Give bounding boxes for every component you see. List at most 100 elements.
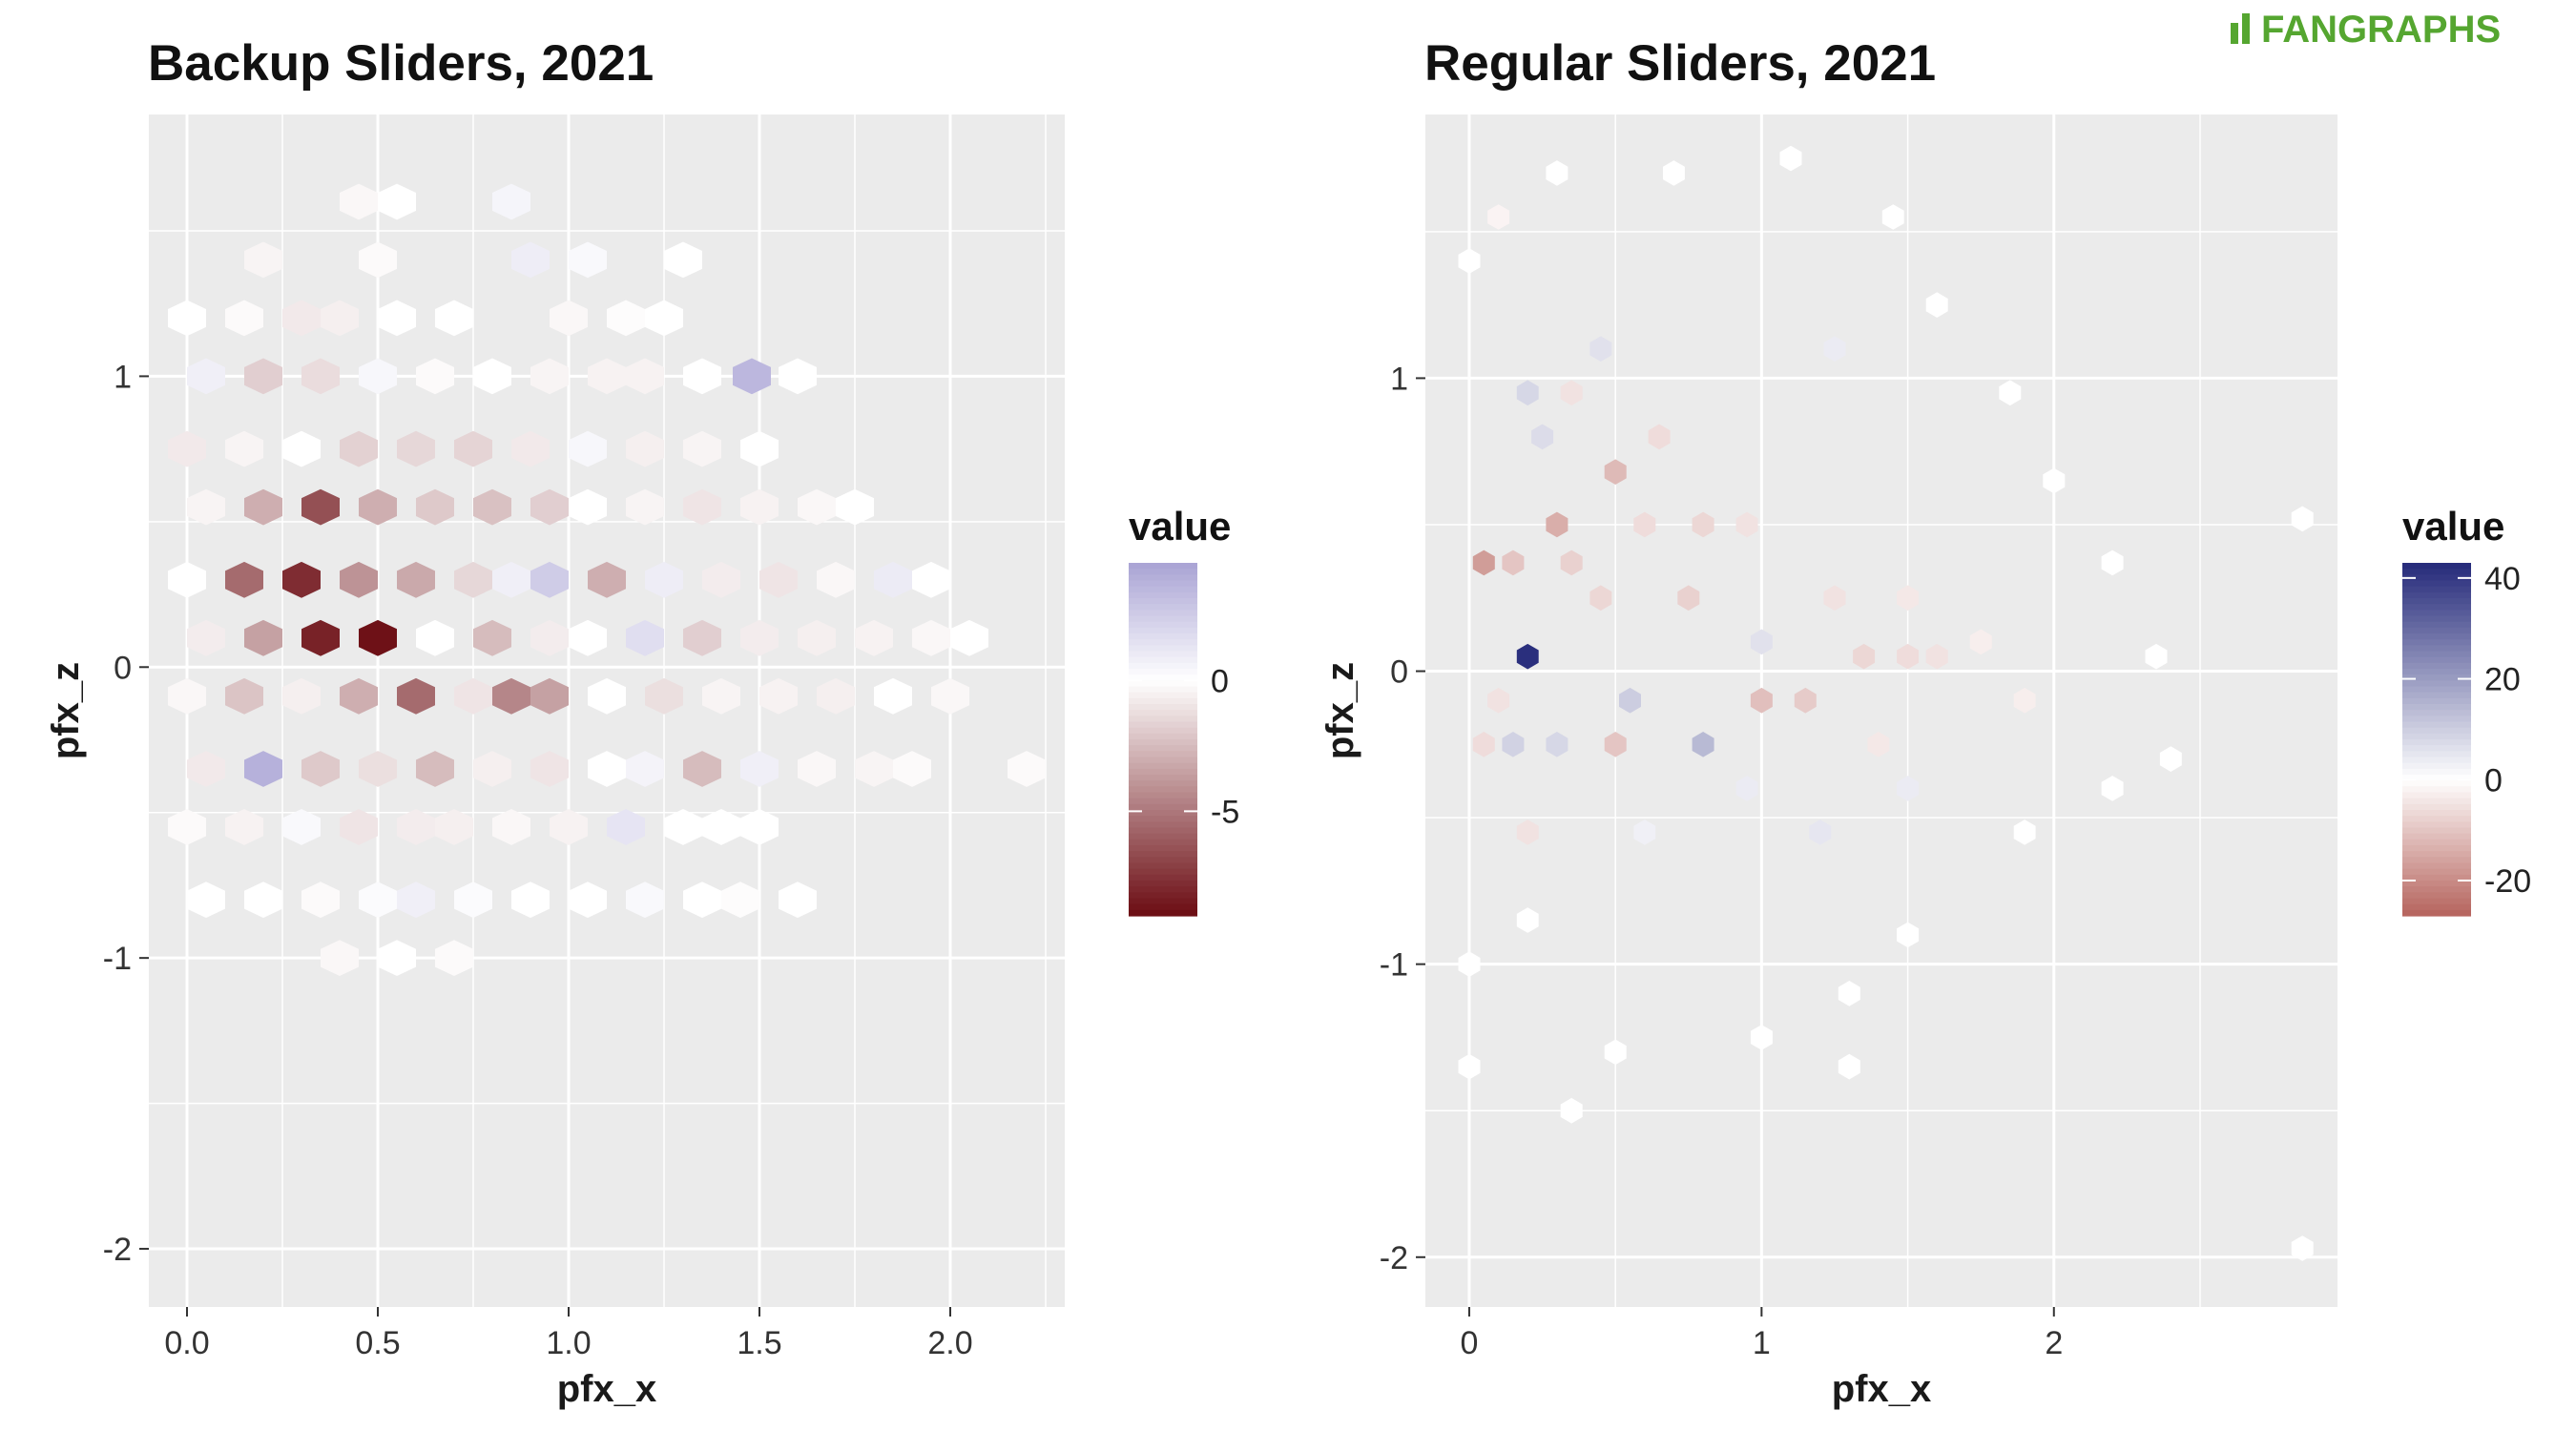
legend-gradient-segment <box>1129 874 1197 881</box>
legend-gradient-segment <box>2402 604 2471 611</box>
legend-gradient-segment <box>2402 627 2471 634</box>
legend-gradient-segment <box>1129 733 1197 740</box>
chart-panel-regular: Regular Sliders, 2021 0 1 2 -2 -1 0 1 pfx_x pf… <box>1319 35 2531 1410</box>
legend-gradient-segment <box>2402 680 2471 688</box>
legend-gradient-segment <box>2402 845 2471 852</box>
hex-cell <box>187 358 225 395</box>
hex-cell <box>893 751 931 787</box>
legend-gradient-segment <box>2402 803 2471 811</box>
hex-cell <box>378 183 416 220</box>
hex-cell <box>244 488 282 526</box>
hex-cell <box>1925 643 1948 670</box>
hex-cell <box>301 751 340 787</box>
legend-gradient-segment <box>1129 604 1197 611</box>
legend-gradient-segment <box>2402 810 2471 817</box>
hex-cell <box>244 241 282 279</box>
legend-gradient-segment <box>1129 633 1197 640</box>
hex-cell <box>511 430 550 467</box>
legend-gradient-segment <box>1129 816 1197 822</box>
hex-cell <box>454 430 492 467</box>
hex-cell <box>359 619 397 656</box>
legend-gradient-segment <box>1129 768 1197 776</box>
legend-gradient-segment <box>1129 716 1197 723</box>
legend-gradient-segment <box>1129 903 1197 911</box>
hex-cell <box>721 881 759 919</box>
legend-gradient-segment <box>2402 833 2471 840</box>
hex-cell <box>1516 907 1539 933</box>
hex-cell <box>550 300 588 337</box>
x-tick-label: 1.5 <box>737 1325 781 1361</box>
legend-gradient-segment <box>1129 881 1197 887</box>
hex-cell <box>1969 629 1992 655</box>
legend-gradient-segment <box>2402 656 2471 664</box>
chart-panel-backup: Backup Sliders, 2021 0.0 0.5 1.0 1.5 2.0 -2 -1… <box>45 35 1239 1410</box>
legend-gradient-segment <box>1129 627 1197 634</box>
hex-cell <box>1472 550 1495 576</box>
legend-gradient-segment <box>2402 780 2471 787</box>
hex-cell <box>492 561 530 598</box>
hex-cell <box>340 183 378 220</box>
axes: 0 1 2 -2 -1 0 1 <box>1380 361 2063 1361</box>
hex-cell <box>168 809 206 845</box>
hex-cell <box>569 430 607 467</box>
hex-cell <box>187 619 225 656</box>
hex-cell <box>473 619 511 656</box>
hex-cell <box>1750 1025 1773 1050</box>
y-tick-label: -1 <box>103 941 132 977</box>
legend-tick-label: 0 <box>2484 762 2503 798</box>
fangraphs-logo[interactable]: FANGRAPHS <box>2231 9 2501 51</box>
hex-cell <box>530 561 569 598</box>
hex-cell <box>855 619 893 656</box>
legend-tick-label: -20 <box>2484 863 2531 900</box>
legend-gradient-segment <box>2402 909 2471 917</box>
legend-gradient-segment <box>2402 903 2471 911</box>
legend-gradient-segment <box>2402 610 2471 617</box>
hex-cell <box>168 561 206 598</box>
hex-cell <box>950 619 988 656</box>
x-tick-label: 0.0 <box>164 1325 209 1361</box>
hex-cell <box>912 561 950 598</box>
hex-cell <box>740 430 779 467</box>
hex-cell <box>588 561 626 598</box>
legend-gradient-segment <box>2402 633 2471 640</box>
hex-cell <box>530 619 569 656</box>
hex-cell <box>397 881 435 919</box>
hex-cell <box>2101 776 2124 801</box>
legend-gradient-segment <box>1129 775 1197 781</box>
hex-cell <box>626 358 664 395</box>
legend-gradient-segment <box>1129 798 1197 805</box>
hex-cell <box>1809 819 1832 845</box>
hex-cell <box>492 183 530 220</box>
hex-cell <box>225 561 263 598</box>
hex-cell <box>244 751 282 787</box>
legend-gradient-segment <box>1129 792 1197 799</box>
legend-gradient-segment <box>2402 739 2471 746</box>
hex-cell <box>168 300 206 337</box>
hex-cell <box>454 561 492 598</box>
hex-cell <box>1853 643 1876 670</box>
hex-cell <box>340 677 378 715</box>
hex-cell <box>1794 687 1817 714</box>
legend-gradient-segment <box>1129 598 1197 605</box>
hex-cell <box>1458 1053 1481 1080</box>
hex-cell <box>473 751 511 787</box>
hex-cell <box>359 488 397 526</box>
hex-cell <box>1516 643 1539 670</box>
hex-cell <box>301 881 340 919</box>
legend-gradient-segment <box>1129 574 1197 582</box>
hex-cell <box>702 677 740 715</box>
hex-cell <box>550 809 588 845</box>
hex-cell <box>2145 643 2168 670</box>
hex-cell <box>874 561 912 598</box>
legend-gradient-segment <box>2402 792 2471 799</box>
hex-cell <box>435 940 473 976</box>
legend-gradient-segment <box>2402 686 2471 694</box>
hex-cell <box>340 561 378 598</box>
hex-cell <box>1867 732 1890 757</box>
legend-gradient-segment <box>2402 851 2471 858</box>
hex-cell <box>397 809 435 845</box>
hex-cell <box>1735 776 1758 801</box>
legend-gradient-segment <box>1129 586 1197 593</box>
hex-cell <box>454 677 492 715</box>
hex-cell <box>1633 511 1656 538</box>
